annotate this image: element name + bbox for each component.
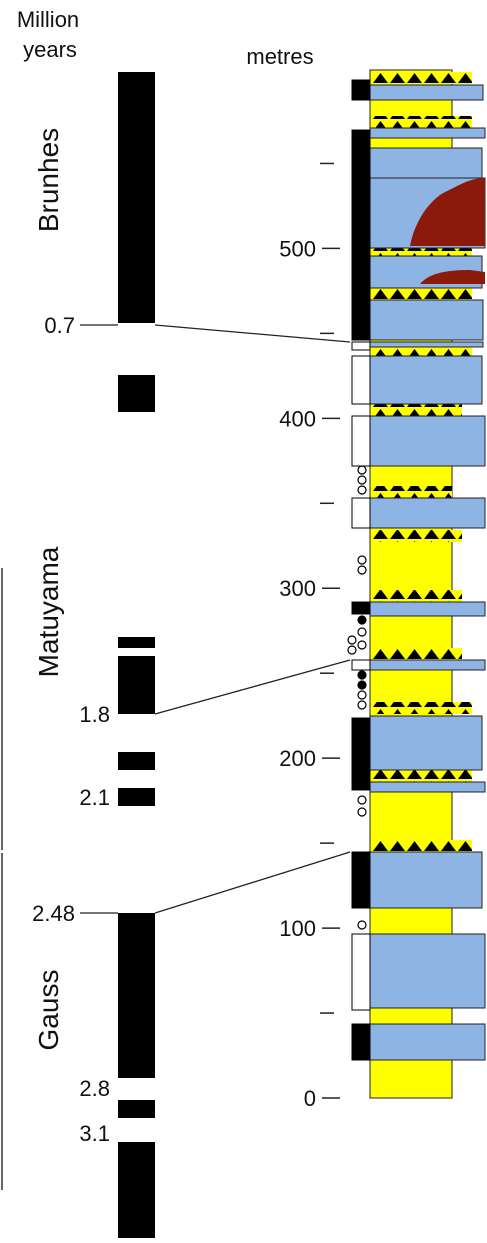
chron-label: Gauss [33,970,64,1051]
age-label: 1.8 [79,702,110,727]
diagram: Millionyears metres Brunhes Matuyama Gau… [0,0,487,1238]
depth-tick-label: 400 [279,406,316,431]
age-label: 2.1 [79,785,110,810]
depth-title: metres [246,44,313,69]
chron-label: Brunhes [33,128,64,232]
age-label: 3.1 [79,1121,110,1146]
depth-tick-label: 300 [279,576,316,601]
chron-label: Matuyama [33,546,64,677]
depth-tick-label: 200 [279,746,316,771]
age-label: 2.48 [32,901,75,926]
lithology-column [370,70,485,1098]
depth-tick-label: 0 [304,1086,316,1111]
age-label: 2.8 [79,1076,110,1101]
depth-tick-label: 100 [279,916,316,941]
age-label: 0.7 [44,313,75,338]
depth-tick-label: 500 [279,236,316,261]
polarity-column [118,72,155,1238]
